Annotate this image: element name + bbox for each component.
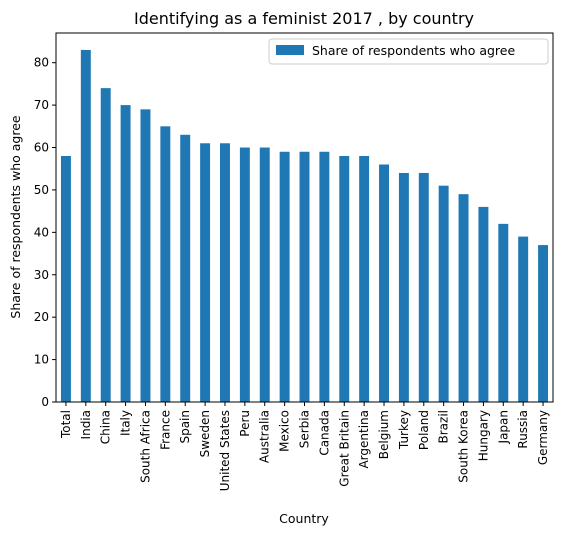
y-tick-label: 20 bbox=[34, 310, 49, 324]
bar-china bbox=[100, 88, 111, 402]
bar-sweden bbox=[200, 143, 211, 402]
x-tick-label: Serbia bbox=[298, 410, 312, 448]
bar-belgium bbox=[379, 164, 389, 402]
y-tick-label: 80 bbox=[34, 56, 49, 70]
bar-hungary bbox=[478, 206, 489, 402]
x-tick-label: United States bbox=[218, 410, 232, 491]
bar-south-korea bbox=[458, 194, 469, 402]
x-tick-label: Japan bbox=[496, 410, 510, 444]
y-tick-label: 10 bbox=[34, 353, 49, 367]
bar-brazil bbox=[438, 185, 449, 402]
legend: Share of respondents who agree bbox=[268, 38, 549, 65]
x-tick-label: Peru bbox=[238, 410, 252, 437]
x-tick-label: Mexico bbox=[278, 410, 292, 452]
x-tick-label: Sweden bbox=[198, 410, 212, 457]
bar-peru bbox=[239, 147, 250, 402]
bar-total bbox=[60, 156, 71, 402]
x-tick-label: South Korea bbox=[457, 410, 471, 483]
y-axis-label: Share of respondents who agree bbox=[8, 115, 23, 318]
y-tick-label: 60 bbox=[34, 141, 49, 155]
x-tick-label: Hungary bbox=[476, 410, 490, 461]
bar-france bbox=[160, 126, 171, 402]
bar-poland bbox=[418, 172, 429, 402]
x-tick-label: Italy bbox=[119, 410, 133, 436]
bar-great-britain bbox=[339, 156, 350, 402]
x-tick-label: Great Britain bbox=[337, 410, 351, 487]
x-tick-label: South Africa bbox=[138, 410, 152, 483]
x-tick-label: Germany bbox=[536, 410, 550, 465]
y-tick-label: 40 bbox=[34, 225, 49, 239]
bar-italy bbox=[120, 105, 131, 402]
bar-canada bbox=[319, 151, 330, 402]
x-tick-label: France bbox=[158, 410, 172, 450]
x-tick-label: Spain bbox=[178, 410, 192, 444]
x-tick-label: Brazil bbox=[437, 410, 451, 444]
plot-area: 0 10 20 30 40 50 60 70 80 Total India China Italy So… bbox=[34, 32, 554, 491]
bar-japan bbox=[498, 223, 509, 402]
x-tick-label: Russia bbox=[516, 410, 530, 449]
x-tick-label: Australia bbox=[258, 410, 272, 463]
x-tick-label: China bbox=[99, 410, 113, 444]
legend-swatch bbox=[276, 45, 304, 55]
legend-box bbox=[268, 38, 549, 65]
bar-united-states bbox=[220, 143, 230, 402]
chart-title: Identifying as a feminist 2017 , by coun… bbox=[134, 9, 474, 28]
bar-germany bbox=[538, 245, 549, 402]
y-tick-label: 70 bbox=[34, 98, 49, 112]
bar-serbia bbox=[299, 151, 310, 402]
x-axis-label: Country bbox=[279, 511, 329, 526]
x-tick-label: Poland bbox=[417, 410, 431, 450]
bar-mexico bbox=[279, 151, 290, 402]
y-tick-label: 0 bbox=[41, 395, 49, 409]
x-tick-label: Turkey bbox=[397, 410, 411, 450]
bar-australia bbox=[259, 147, 270, 402]
x-tick-label: Canada bbox=[317, 410, 331, 456]
x-tick-label: Total bbox=[59, 410, 73, 439]
x-tick-label: Argentina bbox=[357, 410, 371, 469]
x-tick-label: India bbox=[79, 410, 93, 439]
bar-south-africa bbox=[140, 109, 151, 403]
bar-russia bbox=[518, 236, 529, 402]
bar-turkey bbox=[398, 172, 409, 402]
bar-spain bbox=[180, 134, 191, 403]
y-tick-label: 50 bbox=[34, 183, 49, 197]
x-tick-label: Belgium bbox=[377, 410, 391, 459]
bar-india bbox=[80, 49, 91, 403]
legend-label: Share of respondents who agree bbox=[312, 43, 515, 58]
y-tick-label: 30 bbox=[34, 268, 49, 282]
bar-argentina bbox=[359, 156, 370, 402]
